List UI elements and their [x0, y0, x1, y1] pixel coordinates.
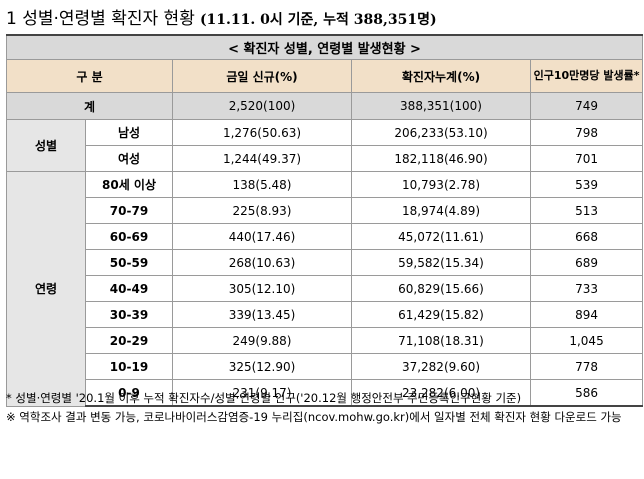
- cell-new: 1,276(50.63): [172, 119, 352, 146]
- group-label-age: 연령: [6, 171, 86, 407]
- row-label: 0-9: [85, 379, 173, 407]
- cell-cumulative: 18,974(4.89): [351, 197, 531, 224]
- row-label: 50-59: [85, 249, 173, 276]
- cell-cumulative: 59,582(15.34): [351, 249, 531, 276]
- table-row: 연령 80세 이상 138(5.48) 10,793(2.78) 539: [6, 171, 644, 407]
- table-row: 30-39 339(13.45) 61,429(15.82) 894: [7, 301, 644, 328]
- cell-rate: 894: [529, 301, 644, 328]
- table-row: 0-9 231(9.17) 23,282(6.00) 586: [7, 379, 644, 407]
- table-row: 20-29 249(9.88) 71,108(18.31) 1,045: [7, 327, 644, 354]
- cell-rate: 689: [529, 249, 644, 276]
- cell-new: 339(13.45): [172, 301, 352, 328]
- cell-new: 305(12.10): [172, 275, 352, 302]
- footnote-rate: * 성별·연령별 '20.1월 이후 누적 확진자수/성별·연령별 인구('20…: [6, 391, 522, 405]
- cell-rate: 513: [529, 197, 644, 224]
- title-sub: (11.11. 0시 기준, 누적 388,351명): [199, 12, 437, 28]
- cell-rate: 539: [529, 171, 644, 198]
- table-row: 50-59 268(10.63) 59,582(15.34) 689: [7, 249, 644, 276]
- header-cumulative: 확진자누계(%): [351, 59, 531, 93]
- title-main: 1 성별·연령별 확진자 현황: [6, 9, 195, 29]
- row-label: 80세 이상: [85, 171, 173, 198]
- total-label: 계: [6, 92, 173, 120]
- cell-cumulative: 61,429(15.82): [351, 301, 531, 328]
- header-new-cases: 금일 신규(%): [172, 59, 352, 93]
- table-row: 40-49 305(12.10) 60,829(15.66) 733: [7, 275, 644, 302]
- cell-new: 138(5.48): [172, 171, 352, 198]
- total-cumulative: 388,351(100): [351, 92, 531, 120]
- cell-rate: 778: [529, 353, 644, 380]
- cell-rate: 668: [529, 223, 644, 250]
- cell-cumulative: 10,793(2.78): [351, 171, 531, 198]
- total-new: 2,520(100): [172, 92, 352, 120]
- row-label: 40-49: [85, 275, 173, 302]
- footnotes: * 성별·연령별 '20.1월 이후 누적 확진자수/성별·연령별 인구('20…: [6, 390, 640, 428]
- cell-new: 225(8.93): [172, 197, 352, 224]
- cell-new: 325(12.90): [172, 353, 352, 380]
- cell-cumulative: 206,233(53.10): [351, 119, 531, 146]
- cell-rate: 798: [529, 119, 644, 146]
- table-caption: < 확진자 성별, 연령별 발생현황 >: [5, 34, 644, 60]
- table-row: 70-79 225(8.93) 18,974(4.89) 513: [7, 197, 644, 224]
- row-label: 남성: [85, 119, 173, 146]
- footnote-download: ※ 역학조사 결과 변동 가능, 코로나바이러스감염증-19 누리집(ncov.…: [6, 410, 622, 424]
- header-rate: 인구10만명당 발생률*: [529, 59, 644, 93]
- table-row: 성별 남성 1,276(50.63) 206,233(53.10) 798: [6, 119, 644, 172]
- confirmed-cases-table: < 확진자 성별, 연령별 발생현황 > 구 분 금일 신규(%) 확진자누계(…: [5, 34, 644, 407]
- header-category: 구 분: [6, 59, 173, 93]
- cell-cumulative: 23,282(6.00): [351, 379, 531, 407]
- group-label-gender: 성별: [6, 119, 86, 172]
- cell-new: 1,244(49.37): [172, 145, 352, 172]
- cell-rate: 586: [529, 379, 644, 407]
- row-label: 20-29: [85, 327, 173, 354]
- row-label: 70-79: [85, 197, 173, 224]
- cell-new: 249(9.88): [172, 327, 352, 354]
- cell-cumulative: 60,829(15.66): [351, 275, 531, 302]
- cell-rate: 701: [529, 145, 644, 172]
- table-row: 10-19 325(12.90) 37,282(9.60) 778: [7, 353, 644, 380]
- total-rate: 749: [529, 92, 644, 120]
- page-title: 1 성별·연령별 확진자 현황 (11.11. 0시 기준, 누적 388,35…: [6, 4, 642, 29]
- row-label: 60-69: [85, 223, 173, 250]
- table-row: 60-69 440(17.46) 45,072(11.61) 668: [7, 223, 644, 250]
- cell-cumulative: 71,108(18.31): [351, 327, 531, 354]
- cell-cumulative: 182,118(46.90): [351, 145, 531, 172]
- cell-new: 231(9.17): [172, 379, 352, 407]
- row-label: 여성: [85, 145, 173, 172]
- row-label: 30-39: [85, 301, 173, 328]
- cell-cumulative: 45,072(11.61): [351, 223, 531, 250]
- cell-new: 268(10.63): [172, 249, 352, 276]
- cell-new: 440(17.46): [172, 223, 352, 250]
- table-row: 여성 1,244(49.37) 182,118(46.90) 701: [7, 145, 644, 172]
- total-row: 계 2,520(100) 388,351(100) 749: [6, 92, 644, 120]
- cell-rate: 1,045: [529, 327, 644, 354]
- cell-cumulative: 37,282(9.60): [351, 353, 531, 380]
- row-label: 10-19: [85, 353, 173, 380]
- cell-rate: 733: [529, 275, 644, 302]
